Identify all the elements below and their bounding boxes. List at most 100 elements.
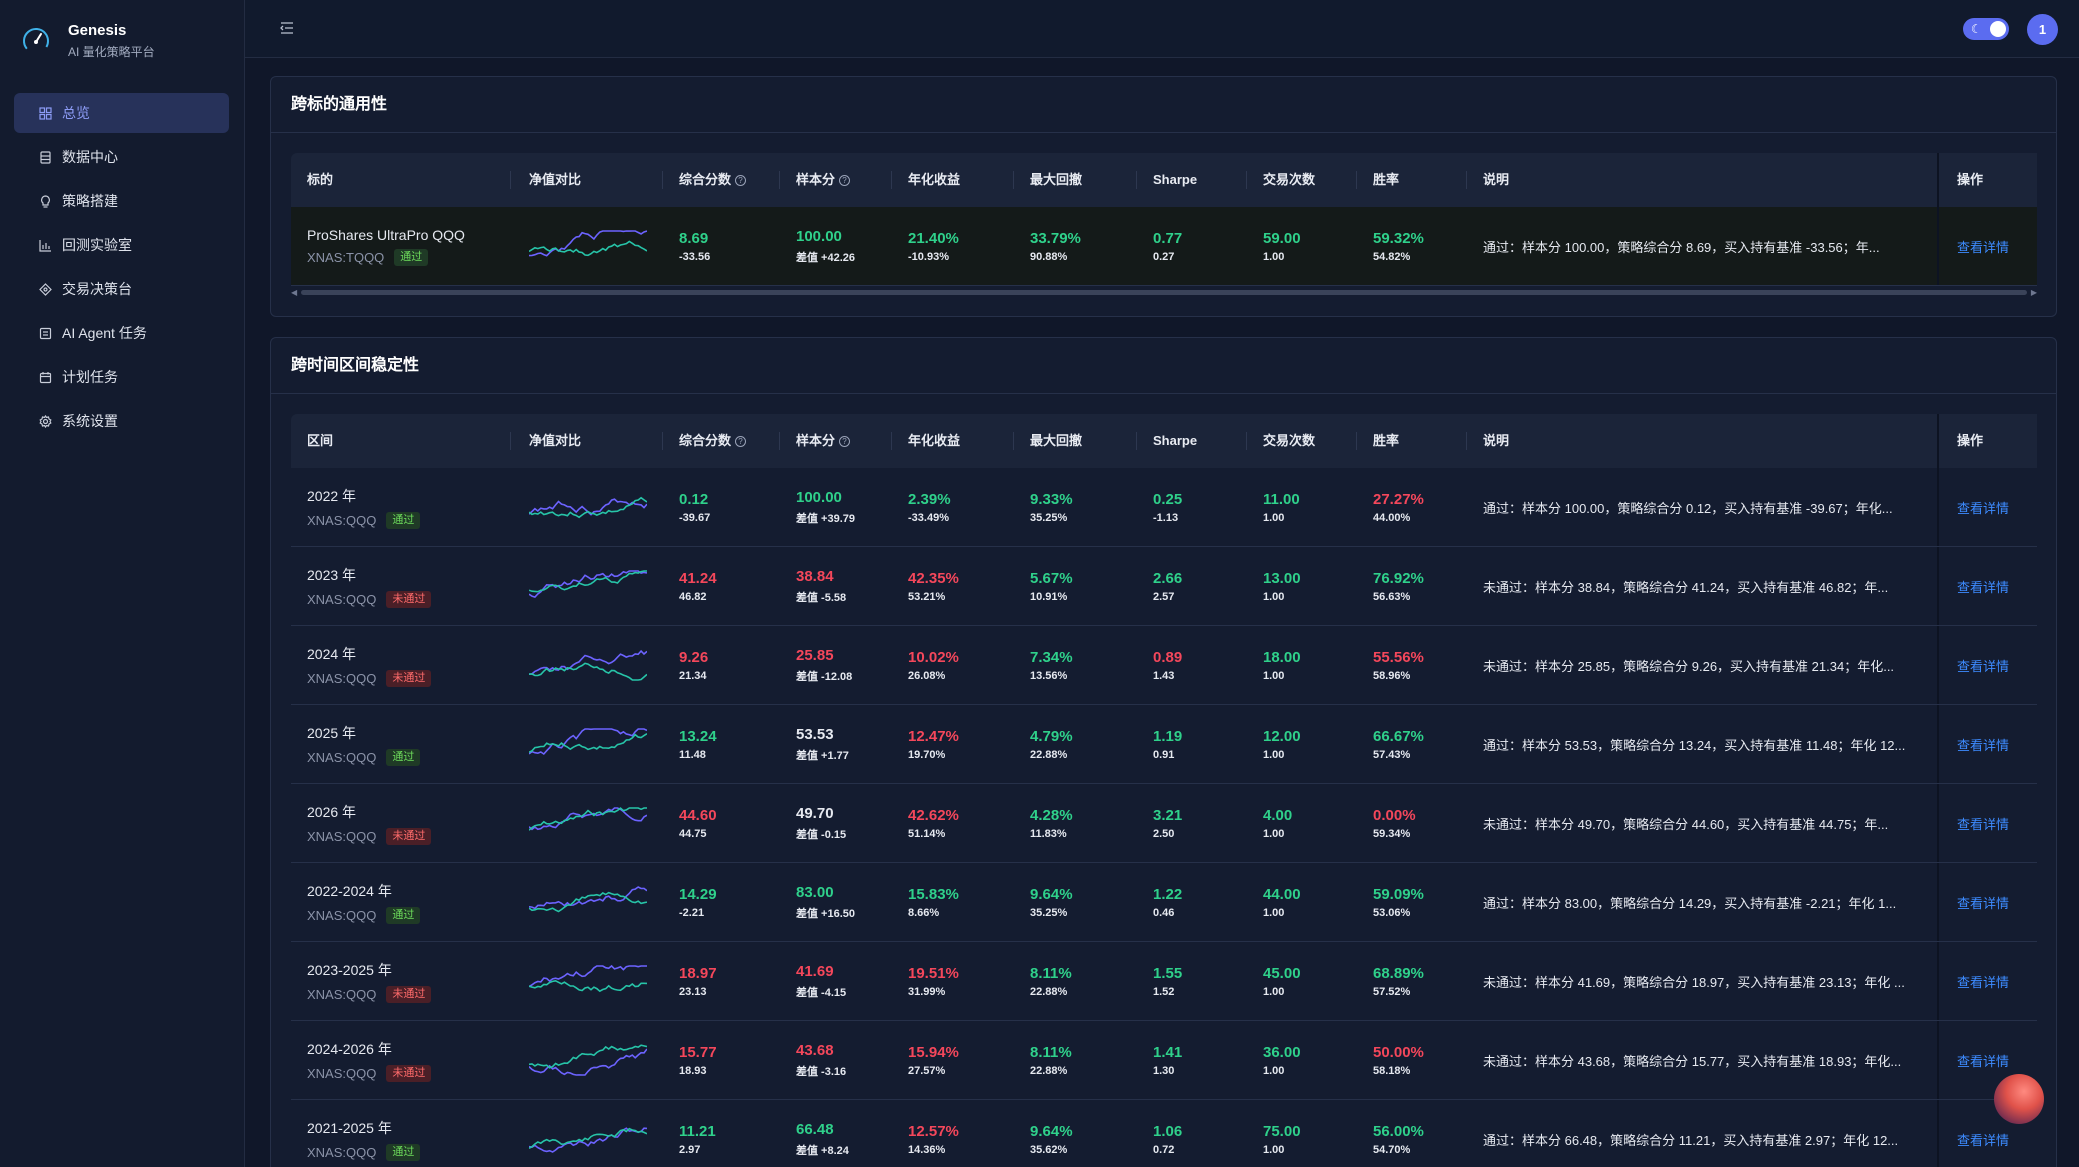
trades-sub-value: 1.00 — [1263, 250, 1285, 263]
sample-value: 25.85 — [796, 646, 834, 664]
scroll-thumb[interactable] — [301, 290, 2027, 295]
help-icon[interactable]: ? — [839, 436, 851, 448]
nav-sparkline — [511, 863, 663, 942]
win-value: 55.56% — [1373, 648, 1424, 666]
sidebar-item-data-center[interactable]: 数据中心 — [14, 137, 229, 177]
trades-value: 75.00 — [1263, 1122, 1301, 1140]
sharpe-sub-value: 1.43 — [1153, 669, 1175, 682]
dd-value: 8.11% — [1030, 1043, 1072, 1061]
dd-value: 8.11% — [1030, 964, 1072, 982]
row-name: 2022 年 — [307, 487, 357, 504]
row-code: XNAS:QQQ — [307, 1065, 377, 1081]
trades-sub-value: 1.00 — [1263, 985, 1285, 998]
sharpe-sub-value: 1.52 — [1153, 985, 1175, 998]
description-text: 通过：样本分 83.00，策略综合分 14.29，买入持有基准 -2.21；年化… — [1483, 895, 1897, 911]
dd-value: 33.79% — [1030, 229, 1081, 247]
sidebar-item-strategy-builder[interactable]: 策略搭建 — [14, 181, 229, 221]
dd-value: 4.28% — [1030, 806, 1073, 824]
column-header: 胜率 — [1357, 153, 1467, 207]
row-code: XNAS:QQQ — [307, 591, 377, 607]
score-value: 11.21 — [679, 1122, 716, 1140]
sharpe-value: 1.22 — [1153, 885, 1183, 903]
horizontal-scrollbar[interactable]: ◀ ▶ — [291, 288, 2037, 297]
sidebar-item-settings[interactable]: 系统设置 — [14, 401, 229, 441]
win-sub-value: 54.82% — [1373, 250, 1411, 263]
brand[interactable]: Genesis AI 量化策略平台 — [20, 22, 155, 60]
score-cell: 8.69 -33.56 — [663, 207, 780, 286]
column-header: 最大回撤 — [1014, 414, 1137, 468]
row-name: 2024-2026 年 — [307, 1040, 392, 1057]
sharpe-value: 0.89 — [1153, 648, 1183, 666]
sample-cell: 43.68 差值 -3.16 — [780, 1021, 892, 1100]
nav-sparkline — [511, 626, 663, 705]
description-text: 未通过：样本分 25.85，策略综合分 9.26，买入持有基准 21.34；年化… — [1483, 658, 1895, 674]
view-details-link[interactable]: 查看详情 — [1957, 895, 2010, 911]
sidebar-item-ai-agent[interactable]: AI Agent 任务 — [14, 313, 229, 353]
sample-sub-value: 差值 -3.16 — [796, 1065, 847, 1078]
win-sub-value: 44.00% — [1373, 511, 1411, 524]
column-header: 交易次数 — [1247, 414, 1357, 468]
win-sub-value: 53.06% — [1373, 906, 1411, 919]
help-icon[interactable]: ? — [839, 175, 851, 187]
menu-collapse-icon[interactable] — [279, 20, 295, 36]
view-details-link[interactable]: 查看详情 — [1957, 239, 2010, 255]
win-cell: 68.89% 57.52% — [1357, 942, 1467, 1021]
avatar[interactable]: 1 — [2027, 14, 2058, 45]
help-icon[interactable]: ? — [735, 175, 747, 187]
score-cell: 41.24 46.82 — [663, 547, 780, 626]
view-details-link[interactable]: 查看详情 — [1957, 500, 2010, 516]
sample-sub-value: 差值 -4.15 — [796, 986, 847, 999]
column-header: 说明 — [1483, 172, 1510, 187]
win-value: 76.92% — [1373, 569, 1424, 587]
nav-sparkline — [511, 942, 663, 1021]
help-icon[interactable]: ? — [735, 436, 747, 448]
dd-sub-value: 22.88% — [1030, 1064, 1068, 1077]
description-cell: 通过：样本分 83.00，策略综合分 14.29，买入持有基准 -2.21；年化… — [1467, 863, 1937, 942]
score-cell: 18.97 23.13 — [663, 942, 780, 1021]
view-details-link[interactable]: 查看详情 — [1957, 737, 2010, 753]
moon-icon: ☾ — [1971, 22, 1982, 36]
dd-sub-value: 90.88% — [1030, 250, 1068, 263]
sharpe-cell: 0.77 0.27 — [1137, 207, 1247, 286]
score-cell: 0.12 -39.67 — [663, 468, 780, 547]
column-header: 胜率 — [1357, 414, 1467, 468]
scroll-right-icon[interactable]: ▶ — [2030, 288, 2037, 297]
sidebar-item-overview[interactable]: 总览 — [14, 93, 229, 133]
cross-symbol-table: 标的 净值对比 综合分数? 样本分? 年化收益 最大回撤 Sharpe 交易次数… — [291, 153, 2037, 286]
view-details-link[interactable]: 查看详情 — [1957, 579, 2010, 595]
sample-sub-value: 差值 -5.58 — [796, 591, 847, 604]
dd-sub-value: 13.56% — [1030, 669, 1068, 682]
scroll-left-icon[interactable]: ◀ — [291, 288, 298, 297]
description-text: 未通过：样本分 49.70，策略综合分 44.60，买入持有基准 44.75；年… — [1483, 816, 1889, 832]
sidebar-item-backtest-lab[interactable]: 回测实验室 — [14, 225, 229, 265]
row-code: XNAS:TQQQ — [307, 249, 385, 265]
description-text: 通过：样本分 100.00，策略综合分 0.12，买入持有基准 -39.67；年… — [1483, 500, 1893, 516]
view-details-link[interactable]: 查看详情 — [1957, 1132, 2010, 1148]
table-row: 2023-2025 年 XNAS:QQQ 未通过 18.97 23.13 41.69 差值 … — [291, 942, 2037, 1021]
trades-value: 4.00 — [1263, 806, 1293, 824]
sample-cell: 66.48 差值 +8.24 — [780, 1100, 892, 1167]
view-details-link[interactable]: 查看详情 — [1957, 816, 2010, 832]
sidebar-item-scheduled-tasks[interactable]: 计划任务 — [14, 357, 229, 397]
description-cell: 通过：样本分 100.00，策略综合分 8.69，买入持有基准 -33.56；年… — [1467, 207, 1937, 286]
score-sub-value: 11.48 — [679, 748, 706, 761]
theme-toggle[interactable]: ☾ — [1963, 18, 2009, 40]
name-cell: 2025 年 XNAS:QQQ 通过 — [291, 705, 511, 784]
ann-value: 12.47% — [908, 727, 959, 745]
score-sub-value: 18.93 — [679, 1064, 707, 1077]
row-name: 2026 年 — [307, 803, 357, 820]
sidebar-item-trading-desk[interactable]: 交易决策台 — [14, 269, 229, 309]
view-details-link[interactable]: 查看详情 — [1957, 658, 2010, 674]
ann-cell: 42.35% 53.21% — [892, 547, 1014, 626]
trades-cell: 4.00 1.00 — [1247, 784, 1357, 863]
column-header: 净值对比 — [511, 153, 663, 207]
view-details-link[interactable]: 查看详情 — [1957, 974, 2010, 990]
win-sub-value: 57.43% — [1373, 748, 1411, 761]
target-icon — [38, 282, 52, 296]
view-details-link[interactable]: 查看详情 — [1957, 1053, 2010, 1069]
win-cell: 50.00% 58.18% — [1357, 1021, 1467, 1100]
trades-cell: 12.00 1.00 — [1247, 705, 1357, 784]
sharpe-value: 1.19 — [1153, 727, 1183, 745]
assistant-bubble[interactable] — [1994, 1074, 2044, 1124]
description-text: 未通过：样本分 41.69，策略综合分 18.97，买入持有基准 23.13；年… — [1483, 974, 1905, 990]
